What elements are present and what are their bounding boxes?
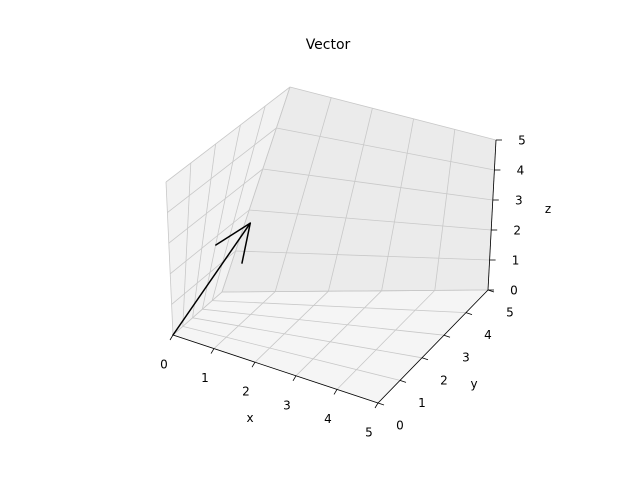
grid-line-back-z [235, 250, 490, 261]
vector-shaft [172, 222, 252, 336]
grid-line-floor-x [336, 290, 436, 390]
grid-line-floor-x [254, 290, 329, 363]
grid-line-left-y [202, 124, 241, 310]
vector-head-right [241, 222, 252, 264]
z-tick-label: 3 [515, 194, 523, 208]
grid-line-left-z [165, 86, 291, 183]
grid-line-floor-y [212, 300, 467, 313]
back-pane [222, 87, 496, 292]
y-tick-label: 2 [440, 373, 448, 387]
axis-panes [166, 87, 496, 403]
z-tick-label: 0 [510, 284, 518, 298]
x-tick-label: 2 [242, 385, 250, 399]
grid-line-left-y [221, 86, 291, 293]
y-tick-label: 4 [484, 328, 492, 342]
z-axis-line [487, 139, 497, 291]
grid-line-back-z [249, 209, 492, 231]
grid-line-back-z [262, 168, 493, 201]
left-pane [166, 87, 290, 335]
z-axis-label: z [545, 202, 551, 216]
y-tick-label: 3 [462, 351, 470, 365]
grid-line-floor-y [202, 308, 445, 336]
z-tick-label: 2 [513, 224, 521, 238]
y-tick-label: 1 [418, 396, 426, 410]
grid-line-back-x [381, 118, 414, 291]
y-tick-mark [377, 402, 385, 406]
y-tick-label: 0 [396, 419, 404, 433]
y-tick-label: 5 [506, 306, 514, 320]
z-tick-label: 1 [512, 254, 520, 268]
x-tick-mark [333, 389, 338, 395]
grid-line-back-z [289, 86, 497, 141]
x-tick-label: 3 [283, 398, 291, 412]
grid-line-back-z [221, 289, 489, 293]
z-tick-label: 4 [517, 164, 525, 178]
grid-line-back-z [276, 127, 495, 171]
x-tick-label: 5 [365, 426, 373, 440]
x-axis-label: x [246, 411, 253, 425]
grid-line-back-x [434, 129, 456, 291]
z-tick-label: 5 [518, 134, 526, 148]
y-tick-mark [399, 380, 407, 383]
y-axis-line [377, 289, 489, 404]
grid-line-left-y [211, 105, 266, 301]
y-axis-label: y [470, 377, 477, 391]
grid-line-back-x [274, 97, 332, 292]
grid-line-left-z [167, 127, 277, 213]
grid-line-left-y [182, 162, 192, 327]
grid-line-left-z [172, 291, 223, 336]
vector-series [172, 222, 252, 336]
x-tick-label: 1 [201, 371, 209, 385]
x-axis-line [172, 334, 379, 404]
grid-line-left-z [168, 168, 264, 244]
x-tick-label: 0 [160, 358, 168, 372]
chart-title: Vector [306, 37, 351, 53]
grid-line-left-y [192, 143, 216, 318]
y-tick-mark [465, 312, 473, 315]
grid-line-floor-x [295, 290, 382, 377]
axis-lines [172, 139, 497, 404]
grid-line-floor-y [192, 317, 423, 359]
x-tick-mark [251, 361, 256, 368]
grid-line-floor-y [182, 326, 401, 381]
vector-head-left [215, 222, 252, 246]
x-tick-mark [210, 348, 215, 354]
grid-line-left-y [165, 181, 174, 336]
grid-line-left-z [169, 209, 250, 275]
y-tick-mark [421, 357, 429, 361]
x-tick-label: 4 [324, 412, 332, 426]
y-tick-mark [443, 334, 451, 338]
x-tick-mark [292, 375, 297, 382]
x-tick-mark [374, 402, 379, 409]
floor-pane [173, 290, 488, 403]
x-tick-mark [169, 334, 174, 341]
grid-line-back-x [328, 108, 373, 292]
grid-line-floor-x [213, 291, 276, 349]
